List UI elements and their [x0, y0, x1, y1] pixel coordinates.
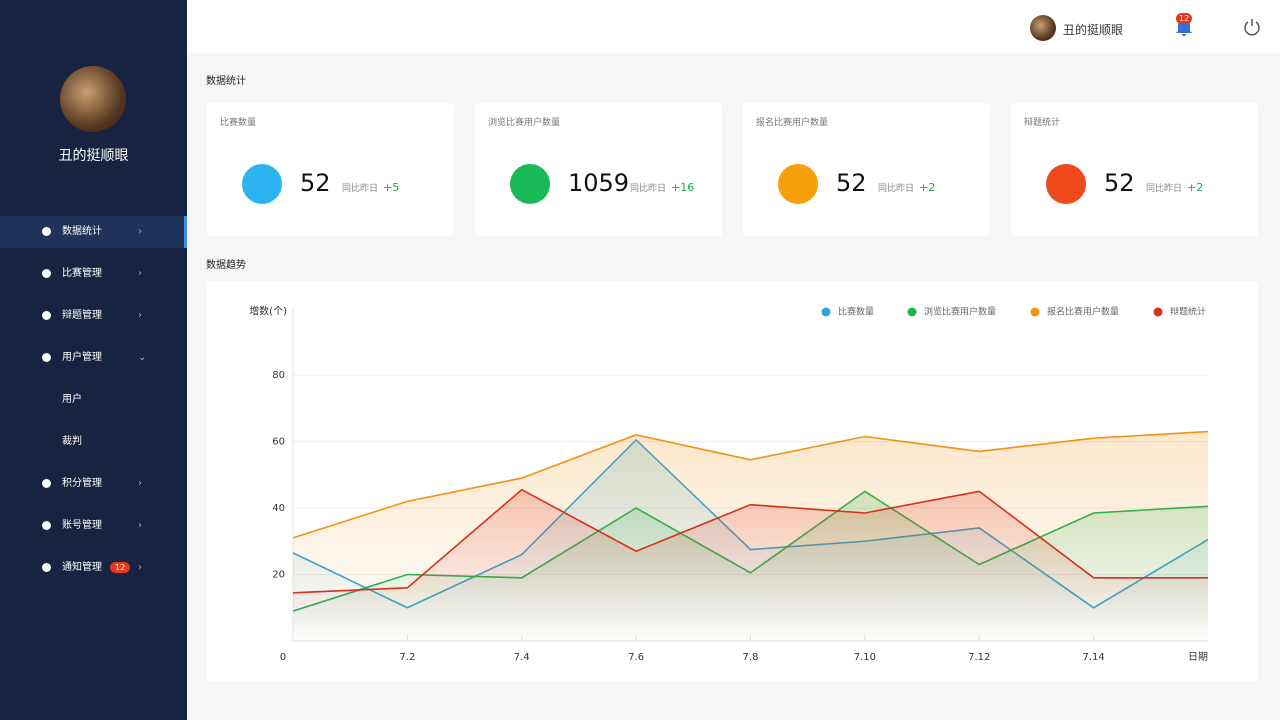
menu-label: 通知管理	[62, 562, 102, 573]
y-tick-label: 40	[272, 503, 285, 514]
menu-icon	[42, 227, 51, 236]
menu-arrow: ›	[138, 226, 142, 237]
stat-title: 浏览比赛用户数量	[488, 118, 561, 128]
stat-icon	[1046, 164, 1086, 204]
legend-dot	[1153, 307, 1163, 317]
stat-compare: 同比昨日 +2	[1146, 181, 1203, 194]
menu-icon	[42, 563, 51, 572]
menu-label: 数据统计	[62, 226, 102, 237]
menu-arrow: ⌄	[138, 352, 147, 363]
menu-item[interactable]: 比赛管理 ›	[0, 258, 187, 290]
sidebar: 丑的挺顺眼 数据统计 › 比赛管理 › 辩题管理 › 用户管理 ⌄ 用户裁判积分管理 › 账号管理 ›…	[0, 0, 187, 720]
header-avatar[interactable]	[1030, 15, 1056, 41]
stat-delta: +2	[1187, 181, 1204, 194]
x-tick-label: 7.10	[854, 652, 876, 663]
stat-delta: +16	[671, 181, 695, 194]
stat-card: 辩题统计 52 同比昨日 +2	[1011, 103, 1258, 236]
menu-item[interactable]: 裁判	[0, 426, 187, 458]
stat-title: 辩题统计	[1024, 118, 1061, 128]
menu-icon	[42, 269, 51, 278]
menu-item[interactable]: 用户管理 ⌄	[0, 342, 187, 374]
stat-delta: +2	[919, 181, 936, 194]
menu-arrow: ›	[138, 268, 142, 279]
x-tick-label: 7.6	[628, 652, 644, 663]
y-tick-label: 20	[272, 570, 285, 581]
y-tick-label: 80	[272, 370, 285, 381]
stat-card: 浏览比赛用户数量 1059 同比昨日 +16	[475, 103, 722, 236]
legend-label: 比赛数量	[838, 306, 874, 318]
section-title: 数据统计	[206, 76, 246, 87]
power-icon[interactable]	[1243, 18, 1261, 36]
legend-label: 报名比赛用户数量	[1047, 306, 1119, 318]
menu-item[interactable]: 账号管理 ›	[0, 510, 187, 542]
series-line	[292, 488, 1208, 594]
header-user-name[interactable]: 丑的挺顺眼	[1063, 23, 1124, 37]
stat-icon	[510, 164, 550, 204]
chart-card: 20 40 60 80 7.2 7.4 7.6 7.8 7.10 7.12 7.14 0 日期 增数(个)…	[207, 281, 1258, 682]
menu-arrow: ›	[138, 478, 142, 489]
chart: 20 40 60 80 7.2 7.4 7.6 7.8 7.10 7.12 7.14 0 日期 增数(个)…	[249, 305, 1209, 663]
menu-label: 账号管理	[62, 520, 102, 531]
menu-item[interactable]: 通知管理 › 12	[0, 552, 187, 584]
menu-item[interactable]: 用户	[0, 384, 187, 416]
stat-icon	[778, 164, 818, 204]
compare-label: 同比昨日	[342, 184, 379, 194]
menu-arrow: ›	[138, 520, 142, 531]
legend-dot	[1030, 307, 1040, 317]
legend-label: 辩题统计	[1170, 306, 1206, 318]
stat-compare: 同比昨日 +2	[878, 181, 935, 194]
menu-arrow: ›	[138, 310, 142, 321]
avatar	[60, 66, 126, 132]
stat-value: 52	[836, 169, 867, 197]
compare-label: 同比昨日	[1146, 184, 1183, 194]
x-tick-label: 7.4	[514, 652, 530, 663]
stat-title: 报名比赛用户数量	[756, 118, 829, 128]
x-tick-label: 7.14	[1082, 652, 1104, 663]
stat-icon	[242, 164, 282, 204]
stat-title: 比赛数量	[220, 118, 257, 128]
stat-card: 报名比赛用户数量 52 同比昨日 +2	[743, 103, 990, 236]
menu-badge: 12	[110, 562, 131, 573]
stat-value: 1059	[568, 169, 630, 197]
menu-icon	[42, 311, 51, 320]
series-line	[292, 430, 1209, 539]
menu-icon	[42, 479, 51, 488]
x-axis-label: 日期	[1188, 651, 1208, 663]
origin-label: 0	[280, 652, 286, 663]
series-area	[293, 489, 1208, 641]
stat-value: 52	[1104, 169, 1135, 197]
y-axis-label: 增数(个)	[249, 305, 287, 318]
menu-arrow: ›	[138, 562, 142, 573]
menu-item[interactable]: 积分管理 ›	[0, 468, 187, 500]
x-tick-label: 7.8	[743, 652, 759, 663]
stat-compare: 同比昨日 +16	[630, 181, 694, 194]
menu-item[interactable]: 辩题管理 ›	[0, 300, 187, 332]
stat-delta: +5	[383, 181, 400, 194]
menu-label: 裁判	[62, 436, 82, 447]
y-tick-label: 60	[272, 437, 285, 448]
menu-label: 比赛管理	[62, 268, 102, 279]
legend-label: 浏览比赛用户数量	[924, 306, 996, 318]
stat-compare: 同比昨日 +5	[342, 181, 399, 194]
compare-label: 同比昨日	[630, 184, 667, 194]
menu-label: 用户	[62, 394, 82, 405]
header: 丑的挺顺眼 12	[187, 0, 1280, 53]
legend-dot	[821, 307, 831, 317]
stat-value: 52	[300, 169, 331, 197]
menu-label: 积分管理	[62, 478, 102, 489]
menu-label: 辩题管理	[62, 310, 102, 321]
menu-icon	[42, 353, 51, 362]
x-tick-label: 7.2	[399, 652, 415, 663]
section-title: 数据趋势	[206, 260, 246, 271]
compare-label: 同比昨日	[878, 184, 915, 194]
menu-item[interactable]: 数据统计 ›	[0, 216, 187, 248]
user-name: 丑的挺顺眼	[58, 148, 129, 164]
menu-label: 用户管理	[62, 352, 102, 363]
bell-badge: 12	[1176, 13, 1193, 24]
x-tick-label: 7.12	[968, 652, 990, 663]
menu-icon	[42, 521, 51, 530]
stat-card: 比赛数量 52 同比昨日 +5	[207, 103, 454, 236]
legend-dot	[907, 307, 917, 317]
